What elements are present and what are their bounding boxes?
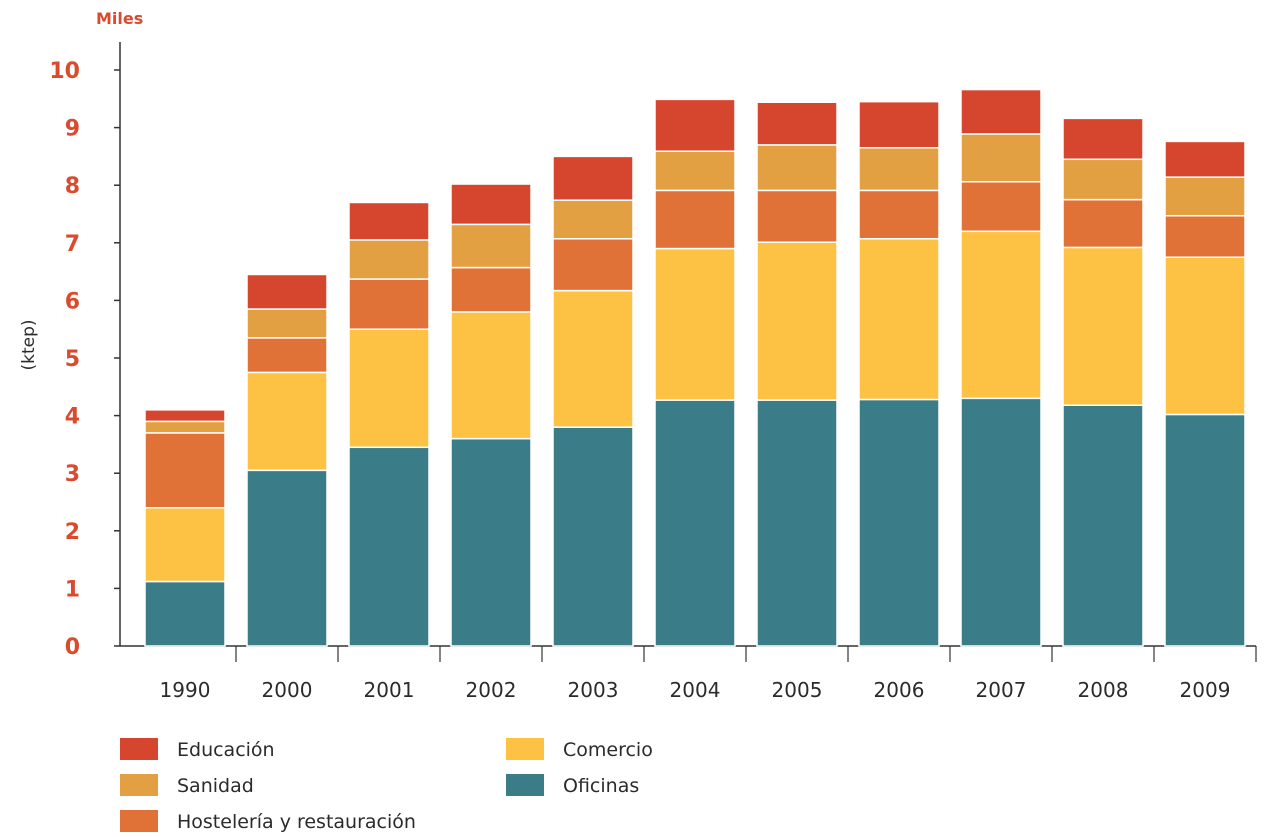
bar-segment-2007-s3: Sanidad 2007: 0.83 bbox=[960, 133, 1042, 183]
x-tick-label-2004: 2004 bbox=[670, 678, 721, 702]
bar-segment-2006-s4: Educación 2006: 0.8 bbox=[858, 100, 940, 149]
bar-segment-2001-s0: Oficinas 2001: 3.45 bbox=[348, 446, 430, 647]
y-tick-label-5: 5 bbox=[65, 347, 80, 372]
bar-segment-2008-s1: Comercio 2008: 2.74 bbox=[1062, 246, 1144, 406]
labels: Miles 0 1 2 3 4 5 6 7 8 9 10 (ktep) 1990 2000 2001 2002 2… bbox=[19, 9, 1230, 702]
bar-segment-2009-s4: Educación 2009: 0.62 bbox=[1164, 140, 1246, 178]
legend-item-4: Educación bbox=[120, 738, 275, 761]
legend-swatch-2 bbox=[120, 810, 158, 832]
unit-label: Miles bbox=[96, 9, 143, 28]
legend-label-4: Educación bbox=[177, 739, 275, 761]
bars: Oficinas 1990: 1.12Comercio 1990: 1.28Ho… bbox=[144, 88, 1246, 647]
bar-segment-2009-s3: Sanidad 2009: 0.67 bbox=[1164, 176, 1246, 217]
bar-segment-2006-s2: Hostelería y restauración 2006: 0.84 bbox=[858, 189, 940, 240]
bar-segment-2006-s1: Comercio 2006: 2.79 bbox=[858, 238, 940, 401]
bar-segment-2001-s2: Hostelería y restauración 2001: 0.87 bbox=[348, 278, 430, 330]
bar-segment-2000-s4: Educación 2000: 0.6 bbox=[246, 273, 328, 310]
y-tick-label-1: 1 bbox=[65, 577, 80, 602]
bar-segment-2004-s1: Comercio 2004: 2.63 bbox=[654, 247, 736, 401]
bar-segment-2000-s0: Oficinas 2000: 3.05 bbox=[246, 469, 328, 647]
y-tick-label-7: 7 bbox=[65, 232, 80, 257]
bar-segment-2006-s0: Oficinas 2006: 4.28 bbox=[858, 398, 940, 647]
legend-label-0: Oficinas bbox=[563, 775, 639, 797]
bar-segment-2004-s4: Educación 2004: 0.9 bbox=[654, 98, 736, 152]
bar-segment-1990-s2: Hostelería y restauración 1990: 1.3 bbox=[144, 432, 226, 509]
legend-item-2: Hostelería y restauración bbox=[120, 810, 416, 833]
legend-label-3: Sanidad bbox=[177, 775, 254, 797]
x-tick-label-2000: 2000 bbox=[262, 678, 313, 702]
bar-segment-1990-s1: Comercio 1990: 1.28 bbox=[144, 507, 226, 583]
bar-segment-2002-s4: Educación 2002: 0.7 bbox=[450, 183, 532, 226]
y-tick-label-9: 9 bbox=[65, 117, 80, 142]
legend-swatch-4 bbox=[120, 738, 158, 760]
bar-segment-2008-s2: Hostelería y restauración 2008: 0.83 bbox=[1062, 198, 1144, 249]
legend-item-3: Sanidad bbox=[120, 774, 254, 797]
bar-segment-2002-s2: Hostelería y restauración 2002: 0.77 bbox=[450, 266, 532, 313]
bar-segment-2002-s3: Sanidad 2002: 0.75 bbox=[450, 223, 532, 269]
x-tick-label-2008: 2008 bbox=[1078, 678, 1129, 702]
x-tick-label-1990: 1990 bbox=[160, 678, 211, 702]
bar-segment-2001-s1: Comercio 2001: 2.05 bbox=[348, 328, 430, 449]
legend: Educación Sanidad Hostelería y restauració… bbox=[120, 738, 653, 833]
legend-item-1: Comercio bbox=[506, 738, 653, 761]
legend-swatch-0 bbox=[506, 774, 544, 796]
legend-swatch-3 bbox=[120, 774, 158, 796]
bar-segment-2009-s0: Oficinas 2009: 4.02 bbox=[1164, 413, 1246, 647]
bar-segment-2007-s4: Educación 2007: 0.77 bbox=[960, 88, 1042, 135]
bar-segment-2005-s0: Oficinas 2005: 4.27 bbox=[756, 399, 838, 647]
bar-segment-2008-s4: Educación 2008: 0.71 bbox=[1062, 117, 1144, 161]
x-tick-label-2009: 2009 bbox=[1180, 678, 1231, 702]
x-tick-label-2005: 2005 bbox=[772, 678, 823, 702]
x-tick-label-2007: 2007 bbox=[976, 678, 1027, 702]
bar-segment-2005-s4: Educación 2005: 0.74 bbox=[756, 101, 838, 146]
bar-segment-2004-s2: Hostelería y restauración 2004: 1.01 bbox=[654, 189, 736, 250]
bar-segment-2005-s2: Hostelería y restauración 2005: 0.9 bbox=[756, 189, 838, 243]
y-tick-label-6: 6 bbox=[65, 289, 80, 314]
bar-segment-2007-s2: Hostelería y restauración 2007: 0.86 bbox=[960, 180, 1042, 233]
x-tick-label-2002: 2002 bbox=[466, 678, 517, 702]
bar-segment-2009-s2: Hostelería y restauración 2009: 0.72 bbox=[1164, 214, 1246, 258]
bar-segment-2003-s1: Comercio 2003: 2.37 bbox=[552, 289, 634, 428]
bar-segment-2005-s3: Sanidad 2005: 0.79 bbox=[756, 144, 838, 192]
bar-segment-1990-s0: Oficinas 1990: 1.12 bbox=[144, 580, 226, 647]
bar-segment-2001-s3: Sanidad 2001: 0.68 bbox=[348, 239, 430, 280]
y-tick-label-0: 0 bbox=[65, 635, 80, 660]
legend-swatch-1 bbox=[506, 738, 544, 760]
bar-segment-2007-s0: Oficinas 2007: 4.3 bbox=[960, 397, 1042, 647]
bar-segment-2004-s3: Sanidad 2004: 0.68 bbox=[654, 150, 736, 192]
y-tick-label-4: 4 bbox=[65, 405, 80, 430]
bar-segment-1990-s4: Educación 1990: 0.2 bbox=[144, 409, 226, 423]
bar-segment-2009-s1: Comercio 2009: 2.73 bbox=[1164, 256, 1246, 416]
y-tick-label-2: 2 bbox=[65, 520, 80, 545]
bar-segment-2008-s3: Sanidad 2008: 0.7 bbox=[1062, 158, 1144, 201]
bar-segment-2003-s2: Hostelería y restauración 2003: 0.9 bbox=[552, 238, 634, 292]
bar-segment-2002-s0: Oficinas 2002: 3.6 bbox=[450, 437, 532, 647]
bar-segment-2004-s0: Oficinas 2004: 4.27 bbox=[654, 399, 736, 647]
y-tick-label-8: 8 bbox=[65, 174, 80, 199]
bar-segment-2007-s1: Comercio 2007: 2.9 bbox=[960, 230, 1042, 400]
bar-segment-2003-s3: Sanidad 2003: 0.67 bbox=[552, 199, 634, 240]
bar-segment-2000-s3: Sanidad 2000: 0.5 bbox=[246, 308, 328, 339]
y-tick-label-10: 10 bbox=[49, 59, 80, 84]
bar-segment-2006-s3: Sanidad 2006: 0.74 bbox=[858, 147, 940, 192]
bar-segment-1990-s3: Sanidad 1990: 0.2 bbox=[144, 420, 226, 434]
bar-segment-2003-s4: Educación 2003: 0.76 bbox=[552, 155, 634, 201]
x-tick-label-2003: 2003 bbox=[568, 678, 619, 702]
bar-segment-2001-s4: Educación 2001: 0.65 bbox=[348, 201, 430, 241]
y-tick-label-3: 3 bbox=[65, 462, 80, 487]
bar-segment-2008-s0: Oficinas 2008: 4.18 bbox=[1062, 404, 1144, 647]
legend-label-1: Comercio bbox=[563, 739, 653, 761]
bar-segment-2005-s1: Comercio 2005: 2.74 bbox=[756, 241, 838, 401]
x-tick-label-2001: 2001 bbox=[364, 678, 415, 702]
bar-segment-2003-s0: Oficinas 2003: 3.8 bbox=[552, 426, 634, 647]
bar-segment-2000-s1: Comercio 2000: 1.7 bbox=[246, 371, 328, 472]
x-tick-label-2006: 2006 bbox=[874, 678, 925, 702]
bar-segment-2002-s1: Comercio 2002: 2.2 bbox=[450, 311, 532, 440]
y-axis-label: (ktep) bbox=[19, 319, 39, 370]
legend-label-2: Hostelería y restauración bbox=[177, 811, 416, 833]
bar-segment-2000-s2: Hostelería y restauración 2000: 0.6 bbox=[246, 337, 328, 374]
legend-item-0: Oficinas bbox=[506, 774, 639, 797]
